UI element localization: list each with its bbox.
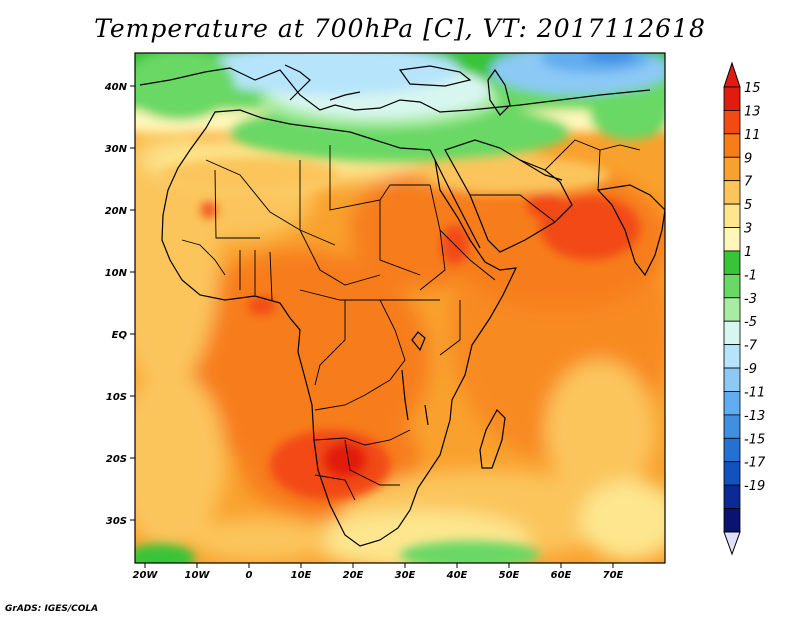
india-coastline [596, 184, 665, 277]
colorbar-label: -7 [744, 339, 758, 354]
colorbar-swatch [723, 367, 741, 392]
colorbar-swatch [723, 508, 741, 533]
lon-label: 0 [246, 570, 253, 581]
colorbar-swatch [723, 110, 741, 135]
colorbar-swatch [723, 461, 741, 486]
colorbar-swatch [723, 273, 741, 299]
colorbar-label: -9 [744, 362, 757, 377]
colorbar-swatch [723, 484, 741, 509]
colorbar-swatch [723, 86, 741, 111]
lat-label: 20N [105, 206, 128, 217]
credit-label: GrADS: IGES/COLA [5, 604, 99, 614]
colorbar-label: 5 [744, 198, 752, 213]
lat-label: 30N [105, 144, 128, 155]
colorbar-label: -19 [744, 479, 765, 494]
colorbar-swatch [723, 320, 741, 346]
colorbar-swatch [723, 391, 741, 416]
colorbar-swatch [723, 344, 741, 369]
colorbar-label: -11 [744, 385, 765, 400]
colorbar-label: 9 [744, 151, 752, 166]
lat-label: 20S [106, 454, 127, 465]
lon-label: 30E [395, 570, 416, 581]
map-frame [134, 52, 666, 564]
country-borders [181, 139, 641, 501]
colorbar-label: -15 [744, 432, 765, 447]
chart-title: Temperature at 700hPa [C], VT: 201711261… [94, 14, 706, 43]
lat-label: 30S [106, 516, 127, 527]
latitude-axis: 40N 30N 20N 10N EQ 10S 20S 30S [104, 82, 135, 527]
lat-label: 40N [104, 82, 128, 93]
africa-coastline [161, 109, 518, 547]
colorbar: 15 13 11 9 7 5 3 1 -1 -3 -5 -7 -9 -11 -13 -15 -17 -19 [723, 61, 766, 556]
colorbar-label: -17 [744, 456, 766, 471]
lon-label: 10E [291, 570, 312, 581]
colorbar-swatch [723, 156, 741, 182]
colorbar-swatch [723, 297, 741, 322]
arabia-coastline [444, 139, 573, 253]
lat-label: EQ [112, 330, 128, 341]
lon-label: 20E [343, 570, 364, 581]
lat-label: 10S [106, 392, 127, 403]
europe-coastline [139, 67, 651, 113]
colorbar-swatch [723, 414, 741, 439]
lon-label: 40E [446, 570, 468, 581]
colorbar-label: -1 [744, 268, 757, 283]
colorbar-swatch [723, 250, 741, 275]
lon-label: 60E [551, 570, 572, 581]
colorbar-swatch [723, 133, 741, 158]
colorbar-label: -13 [744, 409, 765, 424]
colorbar-label: 3 [744, 222, 752, 237]
colorbar-label: 11 [744, 128, 761, 143]
colorbar-bottom-arrow [723, 531, 741, 556]
longitude-axis: 20W 10W 0 10E 20E 30E 40E 50E 60E 70E [133, 563, 624, 581]
colorbar-swatch [723, 227, 741, 252]
colorbar-swatch [723, 180, 741, 205]
colorbar-label: -5 [744, 315, 757, 330]
coastlines [139, 64, 665, 547]
colorbar-swatch [723, 437, 741, 463]
colorbar-label: -3 [744, 292, 757, 307]
lon-label: 10W [185, 570, 211, 581]
lon-label: 50E [499, 570, 520, 581]
lon-label: 20W [133, 570, 159, 581]
colorbar-label: 1 [744, 245, 752, 260]
colorbar-top-arrow [723, 61, 741, 88]
colorbar-label: 13 [744, 104, 761, 119]
lon-label: 70E [603, 570, 624, 581]
colorbar-swatch [723, 203, 741, 228]
lat-label: 10N [105, 268, 128, 279]
temperature-field [135, 53, 665, 563]
colorbar-label: 15 [744, 81, 761, 96]
madagascar-coastline [479, 409, 506, 469]
colorbar-label: 7 [744, 175, 753, 190]
